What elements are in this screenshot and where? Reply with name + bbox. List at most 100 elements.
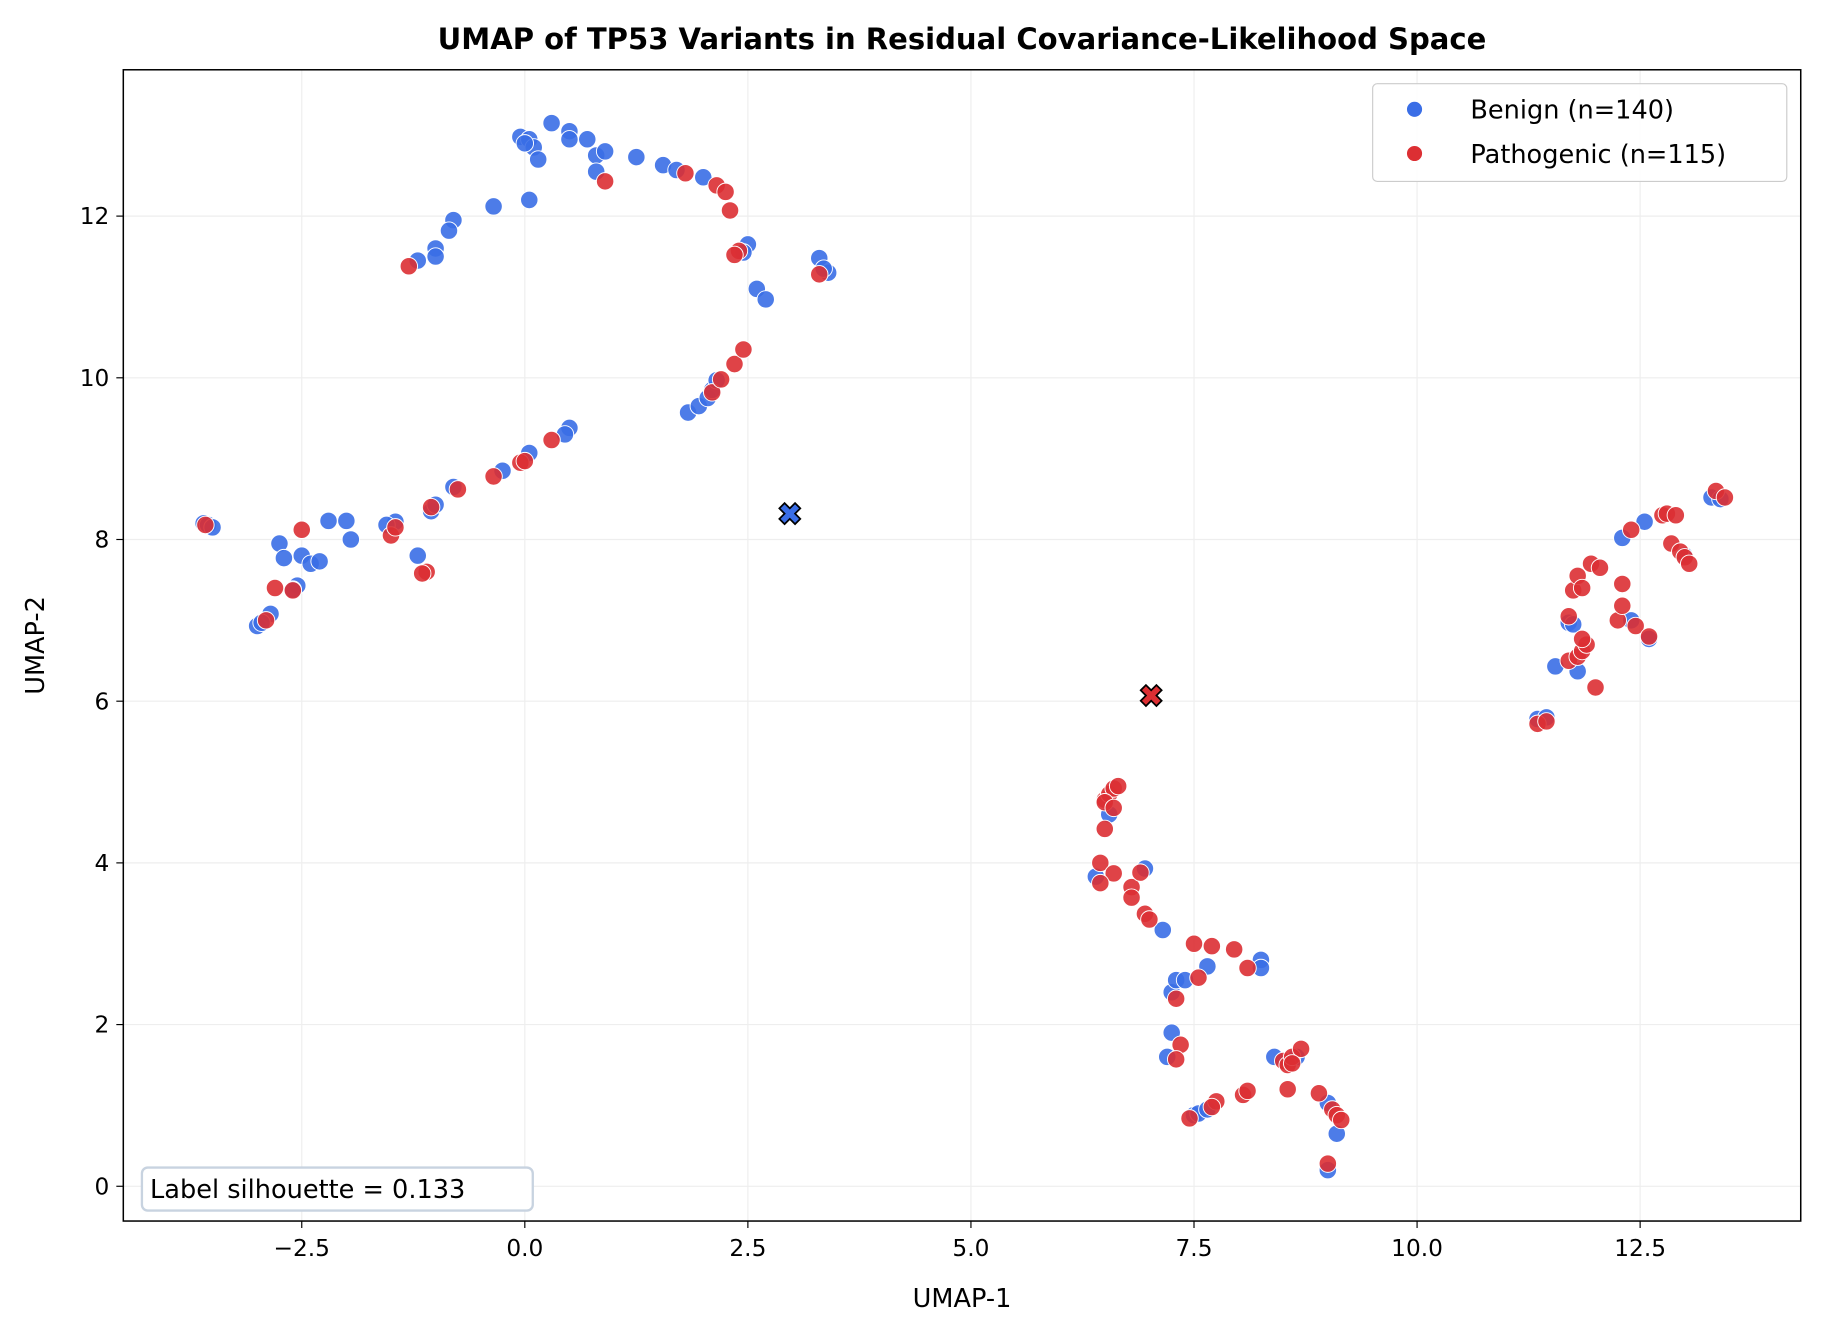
pathogenic-point xyxy=(725,245,744,265)
pathogenic-point xyxy=(595,172,615,191)
pathogenic-point xyxy=(1184,934,1204,953)
benign-point xyxy=(484,197,503,216)
benign-point xyxy=(1153,920,1172,940)
benign-point xyxy=(520,190,539,210)
pathogenic-point xyxy=(1104,798,1123,818)
pathogenic-point xyxy=(515,451,535,471)
pathogenic-point xyxy=(399,257,419,276)
pathogenic-point xyxy=(1639,627,1659,646)
axis-ticks: −2.5 0.0 2.5 5.0 7.5 10.0 12.5 0 2 4 6 8 10 12 xyxy=(80,203,1666,1262)
pathogenic-point xyxy=(196,515,215,535)
y-tick-label: 12 xyxy=(80,203,110,230)
pathogenic-point xyxy=(1680,554,1699,573)
pathogenic-point xyxy=(1202,936,1222,956)
pathogenic-point xyxy=(1180,1109,1199,1128)
pathogenic-point xyxy=(676,164,695,183)
benign-point xyxy=(560,130,579,149)
pathogenic-point xyxy=(1238,958,1257,978)
pathogenic-point xyxy=(1131,863,1150,882)
pathogenic-point xyxy=(484,467,503,486)
pathogenic-point xyxy=(703,383,722,402)
legend: Benign (n=140) Pathogenic (n=115) xyxy=(1372,83,1788,182)
benign-centroid-marker xyxy=(778,501,802,526)
x-tick-label: 7.5 xyxy=(1176,1235,1213,1262)
pathogenic-point xyxy=(1613,574,1632,594)
pathogenic-point xyxy=(716,182,735,202)
pathogenic-point xyxy=(1332,1110,1351,1130)
x-tick-label: 10.0 xyxy=(1391,1235,1443,1262)
legend-marker-benign xyxy=(1405,100,1424,119)
pathogenic-point xyxy=(1108,776,1128,796)
benign-point xyxy=(595,142,615,161)
plot-frame xyxy=(122,69,1802,1222)
y-tick-label: 10 xyxy=(80,365,110,392)
pathogenic-point xyxy=(283,581,303,600)
pathogenic-point xyxy=(1202,1097,1222,1117)
pathogenic-point xyxy=(413,564,432,583)
pathogenic-point xyxy=(1559,607,1578,626)
benign-point xyxy=(310,552,329,571)
pathogenic-point xyxy=(1104,864,1123,883)
benign-point xyxy=(337,511,356,531)
benign-point xyxy=(515,134,535,153)
legend-marker-pathogenic xyxy=(1405,144,1424,163)
pathogenic-point xyxy=(1122,888,1141,907)
pathogenic-point xyxy=(256,611,276,630)
pathogenic-point xyxy=(1572,578,1592,598)
x-tick-label: 2.5 xyxy=(729,1235,766,1262)
pathogenic-point xyxy=(1622,520,1641,539)
benign-point xyxy=(627,147,646,167)
benign-point xyxy=(529,150,548,169)
pathogenic-point xyxy=(421,497,441,517)
y-axis-label: UMAP-2 xyxy=(21,596,51,695)
x-tick-label: 0.0 xyxy=(506,1235,543,1262)
pathogenic-point xyxy=(1278,1080,1297,1099)
pathogenic-point xyxy=(1572,629,1592,649)
pathogenic-point xyxy=(725,354,744,374)
benign-point xyxy=(1635,512,1654,531)
benign-point xyxy=(341,530,361,549)
pathogenic-point xyxy=(542,430,561,450)
pathogenic-point xyxy=(448,480,468,499)
x-tick-label: −2.5 xyxy=(274,1235,330,1262)
grid xyxy=(123,69,1801,1222)
y-tick-label: 6 xyxy=(95,688,110,715)
pathogenic-point xyxy=(1291,1039,1311,1059)
pathogenic-point xyxy=(1613,596,1632,615)
silhouette-text: Label silhouette = 0.133 xyxy=(150,1175,465,1205)
pathogenic-point xyxy=(720,201,740,220)
benign-point xyxy=(319,511,338,531)
pathogenic-point xyxy=(292,520,311,539)
legend-label-pathogenic: Pathogenic (n=115) xyxy=(1470,140,1726,170)
pathogenic-point xyxy=(1715,488,1735,507)
pathogenic-point xyxy=(810,265,829,284)
pathogenic-point xyxy=(1309,1084,1329,1103)
pathogenic-centroid-marker xyxy=(1139,683,1163,708)
x-axis-label: UMAP-1 xyxy=(913,1284,1012,1314)
pathogenic-point xyxy=(1166,989,1186,1008)
pathogenic-point xyxy=(386,518,405,537)
pathogenic-point xyxy=(1666,506,1686,525)
benign-point xyxy=(756,290,775,309)
benign-point xyxy=(426,247,445,266)
pathogenic-point xyxy=(1091,873,1110,893)
pathogenic-point xyxy=(1537,712,1556,731)
benign-point xyxy=(542,113,561,133)
points-layer xyxy=(194,113,1735,1180)
benign-point xyxy=(408,546,427,565)
pathogenic-point xyxy=(265,578,285,598)
pathogenic-point xyxy=(711,370,731,389)
pathogenic-point xyxy=(1095,819,1114,839)
pathogenic-point xyxy=(1091,853,1110,873)
pathogenic-point xyxy=(1626,616,1645,636)
benign-point xyxy=(274,548,294,568)
benign-point xyxy=(439,221,459,240)
pathogenic-point xyxy=(734,340,753,359)
pathogenic-point xyxy=(1586,678,1605,697)
pathogenic-point xyxy=(1590,558,1610,577)
x-tick-label: 12.5 xyxy=(1614,1235,1666,1262)
y-tick-label: 2 xyxy=(95,1012,110,1039)
y-tick-label: 8 xyxy=(95,527,110,554)
y-tick-label: 0 xyxy=(95,1173,110,1200)
